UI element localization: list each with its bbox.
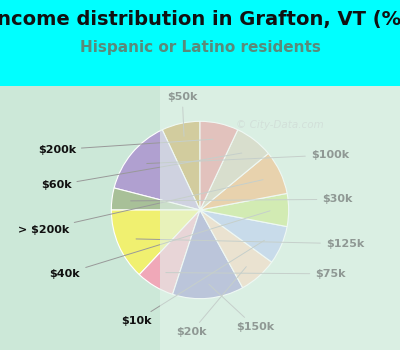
Wedge shape — [200, 194, 289, 226]
Text: $30k: $30k — [131, 194, 353, 204]
Text: $60k: $60k — [41, 153, 242, 190]
Wedge shape — [200, 121, 238, 210]
Text: $75k: $75k — [166, 269, 346, 279]
Text: $150k: $150k — [209, 284, 274, 332]
Wedge shape — [111, 210, 200, 275]
Wedge shape — [111, 188, 200, 210]
Text: $100k: $100k — [147, 150, 349, 163]
Wedge shape — [200, 210, 287, 262]
Text: Hispanic or Latino residents: Hispanic or Latino residents — [80, 40, 320, 55]
Text: $50k: $50k — [167, 91, 198, 136]
Text: > $200k: > $200k — [18, 180, 263, 235]
Text: Income distribution in Grafton, VT (%): Income distribution in Grafton, VT (%) — [0, 10, 400, 29]
Text: © City-Data.com: © City-Data.com — [236, 120, 323, 130]
Text: $125k: $125k — [136, 239, 364, 249]
Wedge shape — [173, 210, 243, 299]
Text: $40k: $40k — [50, 211, 270, 279]
Wedge shape — [200, 210, 272, 288]
Text: $10k: $10k — [121, 240, 264, 326]
Text: $20k: $20k — [176, 267, 246, 337]
Wedge shape — [162, 121, 200, 210]
Wedge shape — [200, 130, 268, 210]
Wedge shape — [200, 154, 287, 210]
Text: $200k: $200k — [38, 139, 213, 155]
Wedge shape — [139, 210, 200, 294]
Wedge shape — [114, 130, 200, 210]
